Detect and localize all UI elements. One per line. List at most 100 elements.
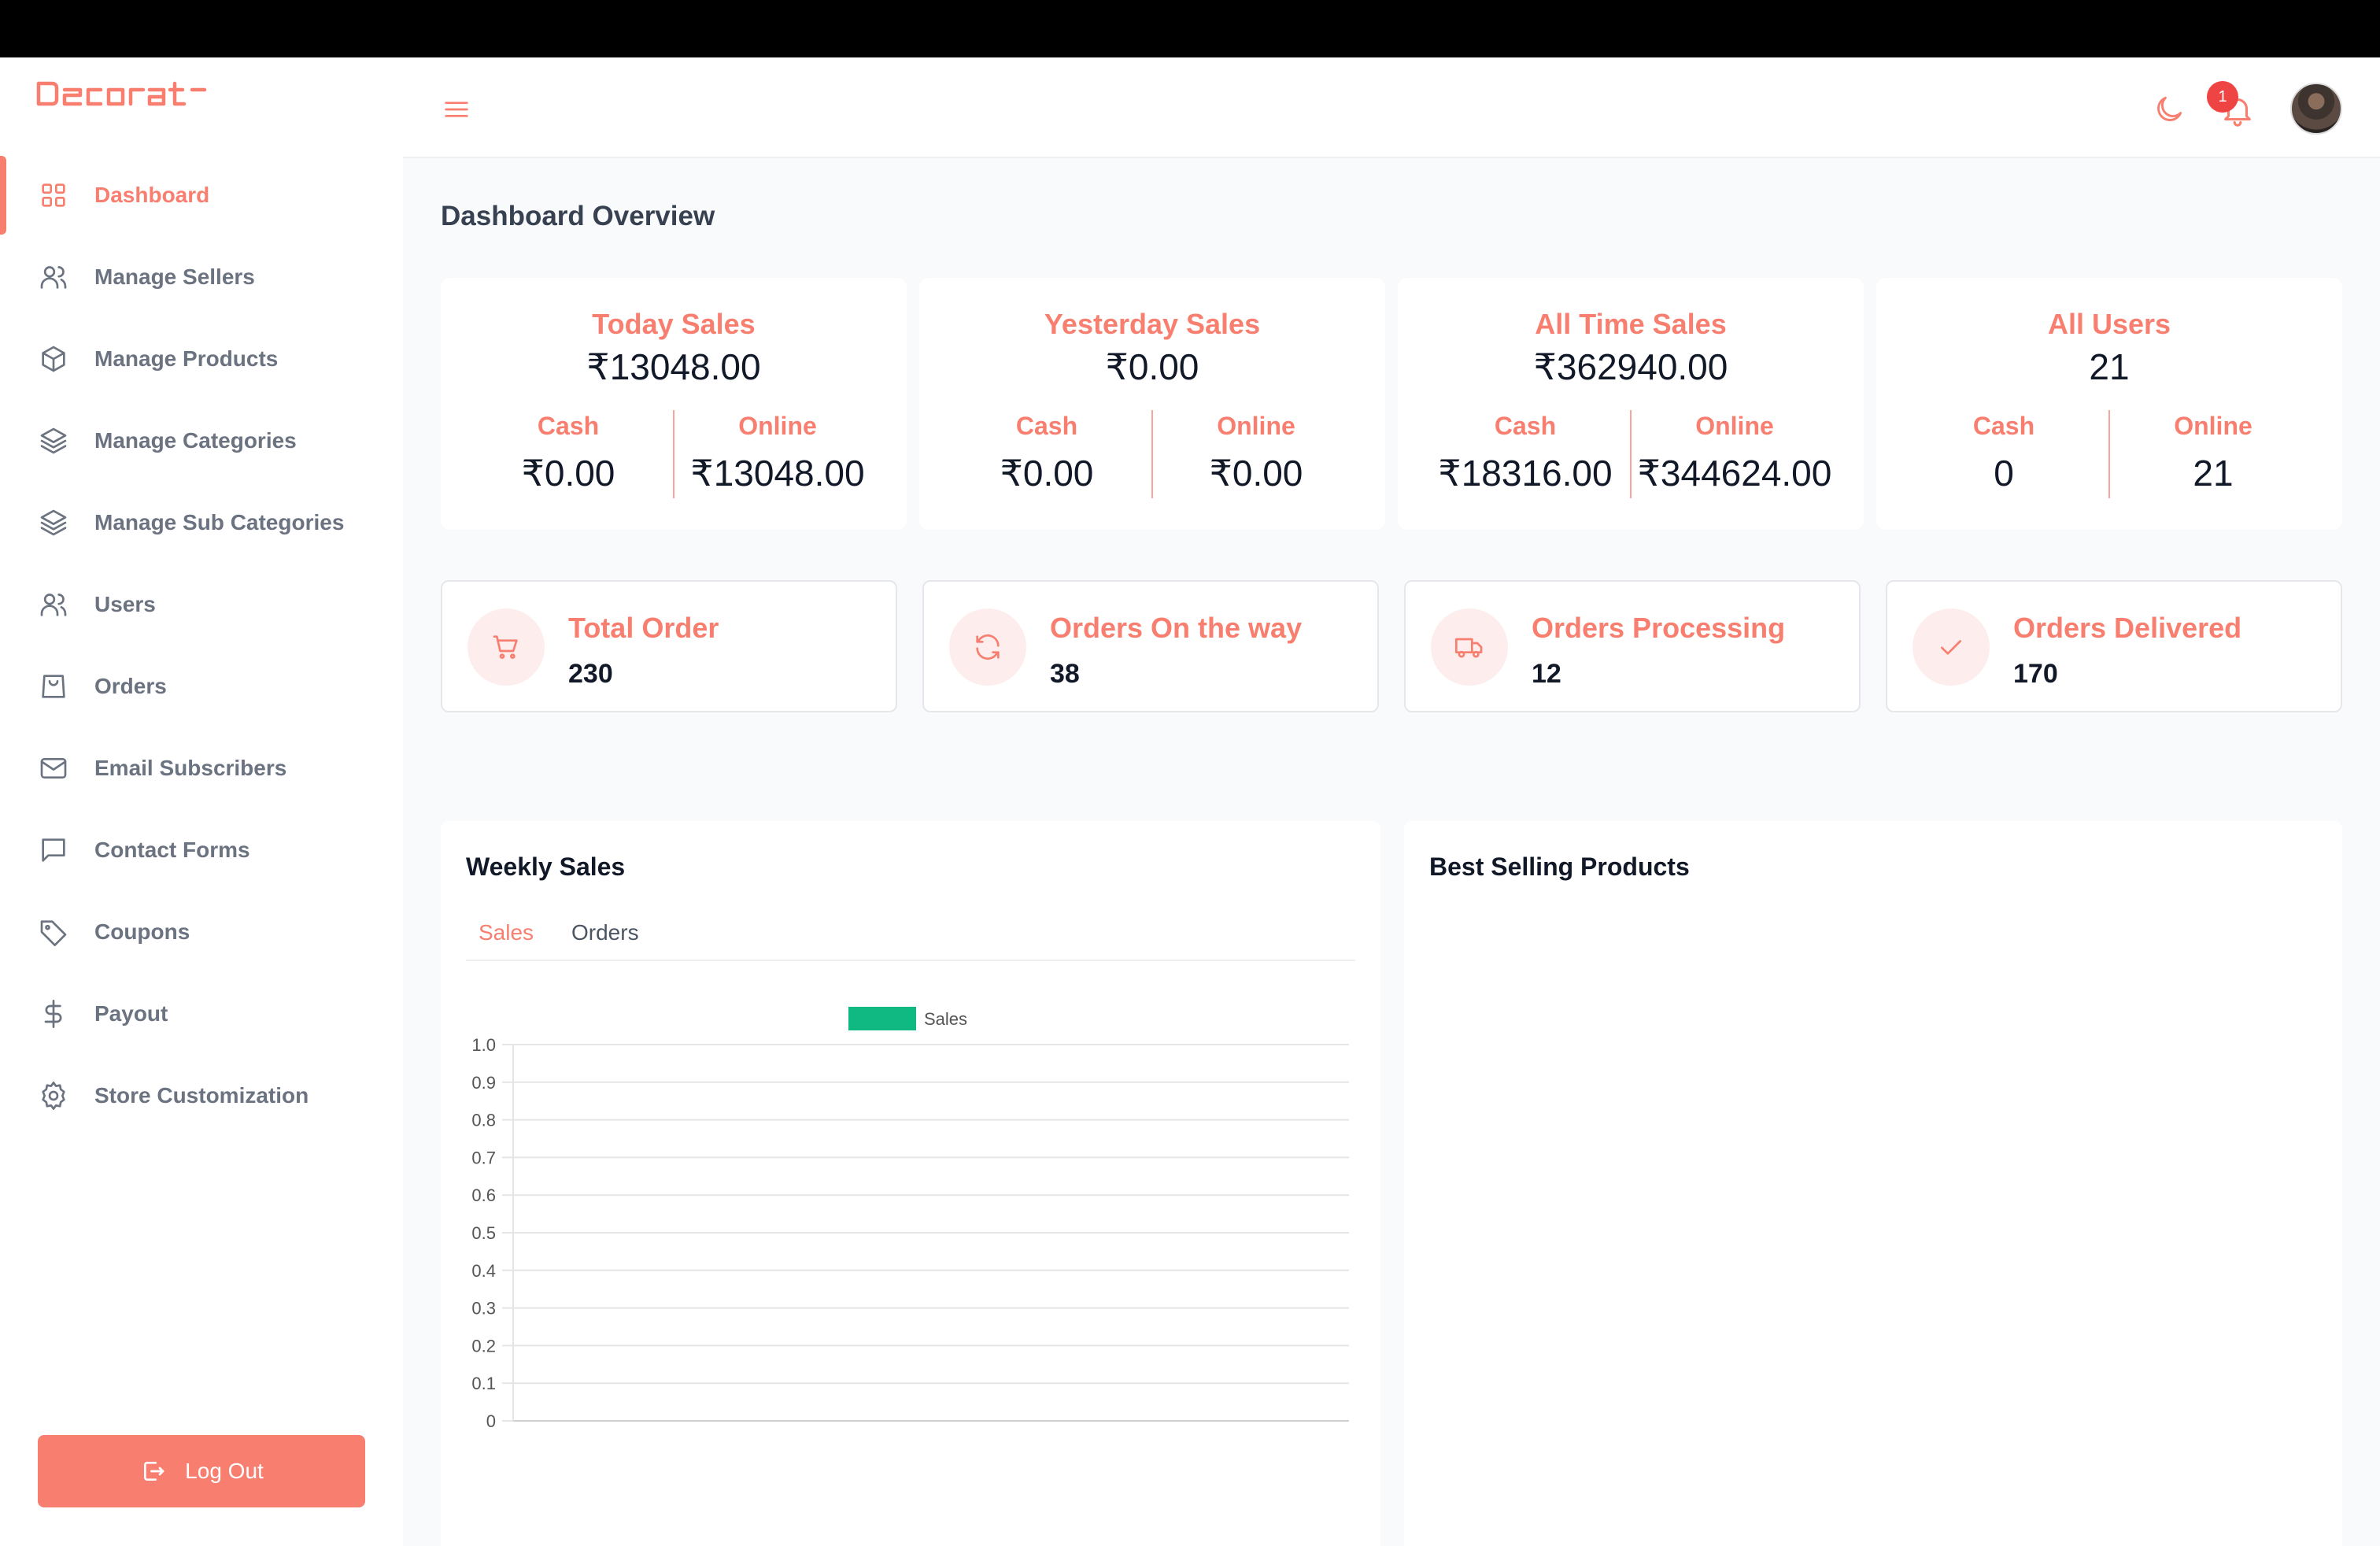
- stat-online-label: Online: [2174, 412, 2252, 440]
- users-icon: [36, 587, 71, 622]
- sidebar-item-contact-forms[interactable]: Contact Forms: [0, 811, 403, 890]
- sidebar-item-users[interactable]: Users: [0, 565, 403, 644]
- sidebar: Dashboard Manage Sellers Manage Products Ma…: [0, 57, 403, 1546]
- stat-value: ₹13048.00: [586, 346, 761, 387]
- stat-online: Online ₹344624.00: [1631, 412, 1839, 494]
- stat-online: Online ₹0.00: [1152, 412, 1360, 494]
- sidebar-item-store-customization[interactable]: Store Customization: [0, 1056, 403, 1135]
- stat-online: Online ₹13048.00: [674, 412, 881, 494]
- layers-icon: [36, 423, 71, 458]
- stat-online-value: ₹0.00: [1209, 453, 1303, 494]
- stat-cash-value: ₹0.00: [1000, 453, 1094, 494]
- stat-value: 21: [2089, 346, 2130, 387]
- sidebar-item-label: Manage Sub Categories: [94, 510, 345, 534]
- y-tick-label: 0.8: [471, 1111, 496, 1130]
- y-tick-label: 0.1: [471, 1374, 496, 1393]
- weekly-sales-title: Weekly Sales: [466, 853, 626, 881]
- brand-logo[interactable]: [36, 78, 214, 109]
- check-icon: [1913, 608, 1990, 686]
- y-tick-label: 0.2: [471, 1336, 496, 1356]
- sidebar-item-manage-sellers[interactable]: Manage Sellers: [0, 238, 403, 316]
- order-card-orders-delivered: Orders Delivered 170: [1886, 580, 2342, 712]
- y-tick-label: 0: [486, 1411, 496, 1431]
- stat-cash: Cash ₹0.00: [464, 412, 672, 494]
- stat-card-today-sales: Today Sales ₹13048.00 Cash ₹0.00 Online ₹1304…: [441, 278, 907, 530]
- dollar-icon: [36, 997, 71, 1031]
- stat-cash-label: Cash: [1972, 412, 2035, 440]
- sidebar-item-manage-categories[interactable]: Manage Categories: [0, 401, 403, 480]
- stat-value: ₹362940.00: [1533, 346, 1728, 387]
- stat-online-label: Online: [1695, 412, 1774, 440]
- message-icon: [36, 833, 71, 867]
- shopping-bag-icon: [36, 669, 71, 704]
- sidebar-item-manage-products[interactable]: Manage Products: [0, 320, 403, 398]
- stat-card-all-time-sales: All Time Sales ₹362940.00 Cash ₹18316.00 Onl…: [1398, 278, 1864, 530]
- stat-cash: Cash ₹0.00: [943, 412, 1151, 494]
- y-tick-label: 0.7: [471, 1148, 496, 1167]
- sidebar-item-label: Users: [94, 592, 156, 616]
- tag-icon: [36, 915, 71, 949]
- sidebar-item-label: Payout: [94, 1001, 168, 1026]
- sidebar-item-label: Manage Categories: [94, 428, 297, 453]
- y-tick-label: 1.0: [471, 1035, 496, 1055]
- stat-title: All Users: [2047, 308, 2171, 340]
- order-card-title: Orders Delivered: [2013, 612, 2242, 644]
- header: 1: [403, 57, 2380, 158]
- window-top-bar: [0, 0, 2380, 57]
- users-icon: [36, 260, 71, 294]
- y-tick-label: 0.9: [471, 1073, 496, 1093]
- sidebar-item-label: Contact Forms: [94, 838, 250, 862]
- menu-toggle-icon[interactable]: [441, 94, 472, 125]
- legend-swatch-sales[interactable]: [848, 1007, 916, 1030]
- stat-online-label: Online: [1217, 412, 1295, 440]
- stat-divider: [1630, 410, 1632, 498]
- sidebar-item-label: Manage Sellers: [94, 264, 255, 289]
- stat-cash: Cash ₹18316.00: [1421, 412, 1629, 494]
- app: Dashboard Manage Sellers Manage Products Ma…: [0, 57, 2380, 1546]
- sidebar-item-label: Email Subscribers: [94, 756, 287, 780]
- order-card-total-order: Total Order 230: [441, 580, 897, 712]
- order-card-title: Orders On the way: [1050, 612, 1303, 644]
- stat-online: Online 21: [2109, 412, 2317, 494]
- user-avatar[interactable]: [2290, 83, 2342, 135]
- logout-icon: [139, 1457, 168, 1485]
- stat-card-yesterday-sales: Yesterday Sales ₹0.00 Cash ₹0.00 Online ₹0.00: [919, 278, 1385, 530]
- weekly-sales-panel: Weekly Sales Sales Orders Sales 1.0 0.9 0.8…: [441, 821, 1380, 1546]
- best-selling-panel: Best Selling Products: [1404, 821, 2342, 1546]
- logout-button[interactable]: Log Out: [38, 1435, 365, 1507]
- stat-title: All Time Sales: [1535, 308, 1727, 340]
- layers-icon: [36, 505, 71, 540]
- sidebar-item-coupons[interactable]: Coupons: [0, 893, 403, 971]
- y-tick-label: 0.4: [471, 1261, 496, 1281]
- page-title: Dashboard Overview: [441, 201, 715, 231]
- mail-icon: [36, 751, 71, 786]
- stat-divider: [2108, 410, 2110, 498]
- logout-label: Log Out: [185, 1459, 264, 1483]
- sidebar-item-orders[interactable]: Orders: [0, 647, 403, 726]
- stat-cash-label: Cash: [1015, 412, 1078, 440]
- stat-cash-label: Cash: [1494, 412, 1557, 440]
- sidebar-item-dashboard[interactable]: Dashboard: [0, 156, 403, 235]
- sidebar-item-email-subscribers[interactable]: Email Subscribers: [0, 729, 403, 808]
- stat-cash: Cash 0: [1900, 412, 2108, 494]
- order-card-value: 38: [1050, 659, 1080, 689]
- stat-cash-value: ₹18316.00: [1438, 453, 1613, 494]
- sidebar-item-payout[interactable]: Payout: [0, 975, 403, 1053]
- sidebar-item-label: Store Customization: [94, 1083, 309, 1108]
- stat-card-all-users: All Users 21 Cash 0 Online 21: [1876, 278, 2342, 530]
- order-card-orders-processing: Orders Processing 12: [1404, 580, 1861, 712]
- stat-online-value: ₹13048.00: [690, 453, 865, 494]
- dark-mode-moon-icon[interactable]: [2152, 92, 2186, 127]
- stat-online-value: ₹344624.00: [1637, 453, 1832, 494]
- stat-online-label: Online: [738, 412, 817, 440]
- sidebar-item-manage-sub-categories[interactable]: Manage Sub Categories: [0, 483, 403, 562]
- stat-cash-value: ₹0.00: [521, 453, 615, 494]
- tab-orders[interactable]: Orders: [571, 920, 639, 945]
- best-selling-title: Best Selling Products: [1429, 853, 1690, 881]
- settings-icon: [36, 1078, 71, 1113]
- stat-divider: [673, 410, 674, 498]
- tab-sales[interactable]: Sales: [479, 920, 534, 945]
- cube-icon: [36, 342, 71, 376]
- order-card-orders-on-the-way: Orders On the way 38: [922, 580, 1379, 712]
- chart-canvas: Sales 1.0 0.9 0.8 0.7 0.6 0.5 0.4 0.3 0.2 0.1 0: [471, 1007, 1349, 1431]
